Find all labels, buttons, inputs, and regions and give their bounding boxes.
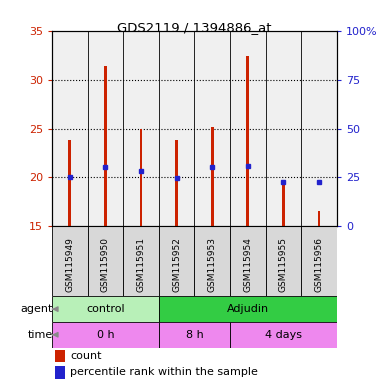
Text: 4 days: 4 days bbox=[265, 330, 302, 340]
Bar bbox=[301, 227, 337, 296]
Bar bbox=[159, 227, 194, 296]
Bar bbox=[266, 227, 301, 296]
Text: GSM115956: GSM115956 bbox=[315, 237, 323, 292]
Text: GDS2119 / 1394886_at: GDS2119 / 1394886_at bbox=[117, 21, 272, 34]
Bar bbox=[246, 56, 249, 227]
Bar bbox=[159, 322, 230, 348]
Bar bbox=[69, 140, 71, 227]
Bar bbox=[88, 227, 123, 296]
Bar bbox=[104, 66, 107, 227]
Text: 8 h: 8 h bbox=[186, 330, 203, 340]
Text: GSM115953: GSM115953 bbox=[208, 237, 217, 292]
Bar bbox=[159, 296, 337, 322]
Bar bbox=[282, 183, 285, 227]
Bar bbox=[194, 227, 230, 296]
Bar bbox=[52, 296, 159, 322]
Text: percentile rank within the sample: percentile rank within the sample bbox=[70, 367, 258, 377]
Text: GSM115955: GSM115955 bbox=[279, 237, 288, 292]
Text: GSM115951: GSM115951 bbox=[137, 237, 146, 292]
Text: 0 h: 0 h bbox=[97, 330, 114, 340]
Text: GSM115949: GSM115949 bbox=[65, 237, 74, 292]
Bar bbox=[123, 227, 159, 296]
Bar bbox=[175, 140, 178, 227]
Text: GSM115954: GSM115954 bbox=[243, 237, 252, 292]
Bar bbox=[230, 322, 337, 348]
Text: agent: agent bbox=[20, 304, 53, 314]
Bar bbox=[52, 227, 88, 296]
Bar bbox=[140, 129, 142, 227]
Bar bbox=[55, 350, 65, 362]
Bar bbox=[230, 227, 266, 296]
Bar bbox=[55, 366, 65, 379]
Text: Adjudin: Adjudin bbox=[227, 304, 269, 314]
Bar bbox=[211, 127, 214, 227]
Bar bbox=[52, 322, 159, 348]
Text: GSM115952: GSM115952 bbox=[172, 237, 181, 292]
Text: time: time bbox=[27, 330, 53, 340]
Text: count: count bbox=[70, 351, 102, 361]
Bar bbox=[318, 211, 320, 227]
Text: GSM115950: GSM115950 bbox=[101, 237, 110, 292]
Text: control: control bbox=[86, 304, 125, 314]
